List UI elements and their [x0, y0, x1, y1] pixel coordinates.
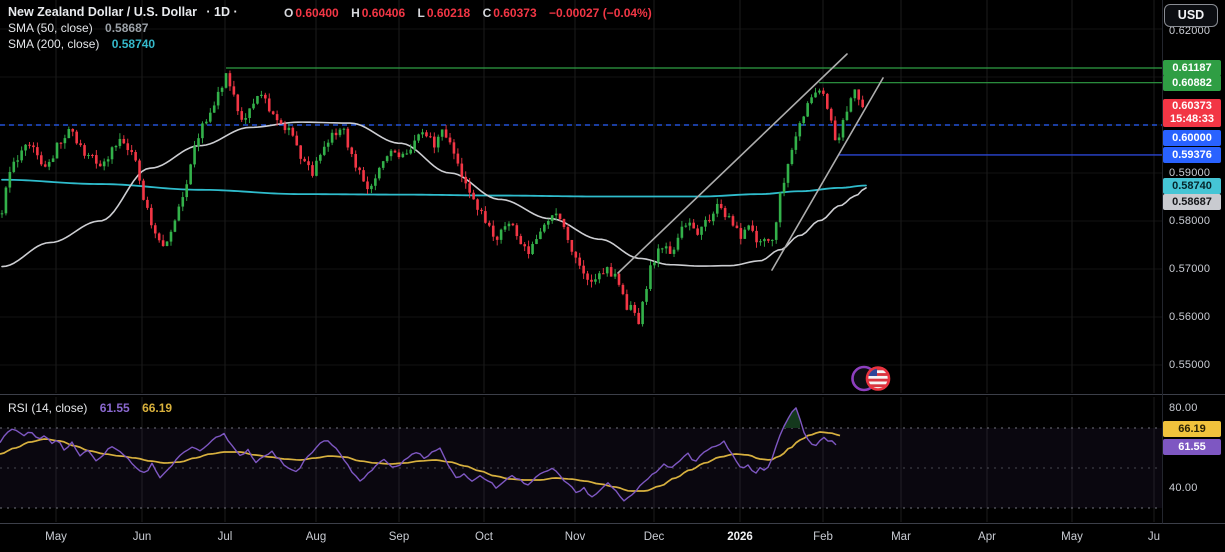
indicator-legend-sma200[interactable]: SMA (200, close) 0.58740 — [8, 37, 155, 51]
rsi-label: RSI (14, close) — [8, 401, 88, 415]
price-scale-label: 0.58000 — [1169, 215, 1211, 227]
time-axis-label: Ju — [1147, 531, 1161, 543]
sma50-value: 0.58687 — [105, 21, 149, 35]
candlesticks — [0, 70, 864, 327]
price-axis[interactable]: 0.62000 0.61187 0.60882 0.60373 15:48:33 0.60… — [1163, 0, 1225, 524]
high-label: H — [351, 6, 360, 20]
price-scale-label: 0.59376 — [1163, 147, 1221, 163]
price-scale-label: 0.58687 — [1163, 194, 1221, 210]
close-label: C — [482, 6, 492, 20]
price-scale-label: 0.59000 — [1169, 167, 1211, 179]
time-axis-label: Jul — [217, 531, 233, 543]
us-flag-event-icon[interactable] — [851, 365, 891, 392]
price-level-lines[interactable] — [0, 67, 1162, 156]
currency-toggle-button[interactable]: USD — [1164, 4, 1218, 27]
time-axis-label: 2026 — [727, 531, 753, 543]
trendlines[interactable] — [617, 53, 884, 274]
price-scale-label: 0.57000 — [1169, 263, 1211, 275]
sma-lines[interactable] — [1, 121, 867, 268]
close-value: 0.60373 — [493, 6, 537, 20]
time-axis-label: Aug — [305, 531, 327, 543]
rsi-band — [0, 427, 1162, 509]
rsi-pane-lines — [0, 407, 841, 502]
price-scale-label: 66.19 — [1163, 421, 1221, 437]
high-value: 0.60406 — [361, 6, 406, 20]
price-scale-label: 0.56000 — [1169, 311, 1211, 323]
time-axis-label: Feb — [813, 531, 833, 543]
sma200-value: 0.58740 — [111, 37, 156, 51]
time-axis-label: May — [45, 531, 67, 543]
time-axis-label: Jun — [132, 531, 152, 543]
rsi-value: 61.55 — [99, 401, 130, 415]
time-axis-label: Dec — [643, 531, 665, 543]
time-axis[interactable]: May Jun Jul Aug Sep Oct Nov Dec 2026 Feb Mar Apr May… — [0, 524, 1225, 552]
open-label: O — [284, 6, 294, 20]
price-scale-label: 0.61187 — [1163, 60, 1221, 76]
ohlc-readout: O 0.60400 H 0.60406 L 0.60218 C 0.60373 −0.0… — [284, 6, 654, 20]
price-scale-label: 40.00 — [1169, 482, 1198, 494]
symbol-title: New Zealand Dollar / U.S. Dollar — [8, 5, 197, 19]
price-scale-label: 61.55 — [1163, 439, 1221, 455]
sma200-label: SMA (200, close) — [8, 37, 100, 51]
last-price-badge: 0.60373 15:48:33 — [1163, 99, 1221, 127]
price-scale-label: 0.60882 — [1163, 75, 1221, 91]
indicator-legend-rsi[interactable]: RSI (14, close) 61.55 66.19 — [8, 401, 172, 415]
symbol-legend[interactable]: New Zealand Dollar / U.S. Dollar · 1D · — [8, 5, 238, 19]
time-axis-label: Nov — [564, 531, 586, 543]
interval-label[interactable]: · 1D · — [206, 5, 238, 19]
indicator-legend-sma50[interactable]: SMA (50, close) 0.58687 — [8, 21, 148, 35]
rsi-ma-value: 66.19 — [142, 401, 173, 415]
change-value: −0.00027 (−0.04%) — [548, 6, 652, 20]
price-scale-label: 0.60000 — [1163, 130, 1221, 146]
time-axis-label: Apr — [978, 531, 996, 543]
pane-separators — [0, 0, 1225, 524]
price-scale-label: 0.62000 — [1169, 25, 1211, 37]
time-axis-label: Oct — [475, 531, 493, 543]
grid-layer — [0, 0, 1162, 522]
low-value: 0.60218 — [426, 6, 471, 20]
price-scale-label: 0.58740 — [1163, 178, 1221, 194]
price-scale-label: 0.55000 — [1169, 359, 1211, 371]
open-value: 0.60400 — [295, 6, 339, 20]
time-axis-label: Sep — [388, 531, 410, 543]
time-axis-label: Mar — [891, 531, 911, 543]
sma50-label: SMA (50, close) — [8, 21, 93, 35]
price-scale-label: 80.00 — [1169, 402, 1198, 414]
low-label: L — [417, 6, 425, 20]
countdown-timer: 15:48:33 — [1169, 113, 1215, 125]
time-axis-label: May — [1061, 531, 1083, 543]
